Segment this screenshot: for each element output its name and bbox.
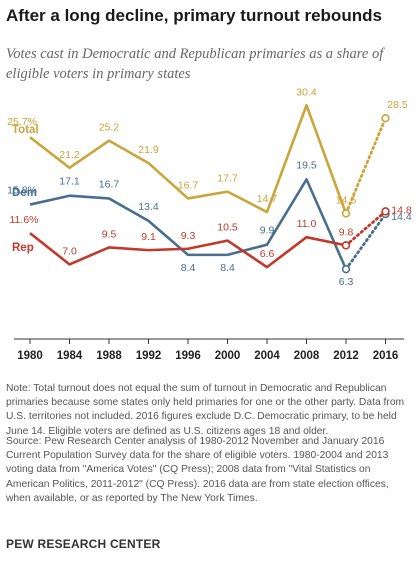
total-data-label: 17.7 — [217, 173, 238, 185]
total-point-marker — [381, 113, 390, 123]
rep-data-label: 7.0 — [62, 245, 77, 257]
total-data-label: 25.7% — [7, 116, 37, 128]
x-tick-label: 2016 — [373, 350, 399, 362]
x-tick-label: 1996 — [175, 350, 201, 362]
rep-point-marker — [341, 241, 351, 250]
rep-data-label: 11.0 — [297, 218, 317, 230]
x-tick-label: 2000 — [215, 350, 241, 362]
dem-projected-segment — [344, 212, 387, 271]
x-tick-label: 1984 — [57, 350, 83, 362]
rep-data-label: 11.6% — [10, 214, 39, 226]
total-series-line — [29, 103, 348, 214]
chart-source: Source: Pew Research Center analysis of … — [6, 436, 389, 504]
chart-subtitle: Votes cast in Democratic and Republican … — [6, 46, 384, 82]
total-data-label: 25.2 — [99, 122, 120, 134]
x-tick-label: 2012 — [333, 350, 359, 362]
dem-data-label: 19.5 — [296, 159, 317, 171]
total-data-label: 21.9 — [138, 144, 159, 156]
total-projected-segment — [344, 116, 387, 215]
dem-data-label: 17.1 — [59, 176, 80, 188]
x-tick-label: 1992 — [136, 350, 162, 362]
chart-note: Note: Total turnout does not equal the s… — [6, 383, 405, 437]
line-chart: 25.7% 21.2 25.2 21.9 16.7 17.7 14.7 30.4 14.5 28.… — [7, 86, 412, 362]
rep-data-label: 9.8 — [339, 226, 354, 238]
total-series-name: Total — [12, 124, 39, 136]
rep-data-label: 9.5 — [102, 228, 117, 240]
total-data-label: 14.7 — [257, 193, 278, 205]
total-data-label: 16.7 — [178, 179, 199, 191]
dem-data-label: 9.9 — [260, 225, 275, 237]
x-tick-label: 1988 — [96, 350, 122, 362]
dem-series-line — [29, 178, 348, 270]
rep-projected-segment — [344, 209, 387, 247]
dem-data-label: 8.4 — [181, 262, 196, 274]
total-data-label: 30.4 — [296, 86, 317, 98]
chart-title: After a long decline, primary turnout re… — [6, 6, 382, 25]
rep-series-line — [29, 232, 347, 269]
rep-data-label: 9.3 — [181, 230, 196, 242]
total-data-label: 28.5 — [387, 99, 408, 111]
rep-data-label: 10.5 — [217, 222, 238, 234]
dem-data-label: 15.8% — [7, 185, 37, 197]
dem-data-label: 13.4 — [138, 201, 159, 213]
rep-point-marker — [381, 207, 390, 216]
dem-data-label: 14.4 — [391, 211, 412, 223]
x-tick-label: 2004 — [254, 350, 280, 362]
dem-data-label: 6.3 — [339, 276, 354, 288]
dem-data-label: 8.4 — [220, 262, 235, 274]
x-tick-label: 2008 — [294, 350, 320, 362]
total-point-marker — [341, 209, 351, 218]
rep-data-label: 14.8 — [391, 204, 412, 216]
dem-point-marker — [341, 264, 351, 274]
rep-data-label: 6.6 — [260, 248, 275, 260]
org-credit: PEW RESEARCH CENTER — [6, 537, 161, 551]
total-data-label: 14.5 — [336, 194, 357, 206]
dem-series-name: Dem — [12, 187, 37, 199]
rep-series-name: Rep — [12, 242, 34, 254]
dem-data-label: 16.7 — [99, 178, 120, 190]
rep-data-label: 9.1 — [141, 231, 156, 243]
total-data-label: 21.2 — [59, 149, 80, 161]
x-tick-label: 1980 — [17, 350, 43, 362]
